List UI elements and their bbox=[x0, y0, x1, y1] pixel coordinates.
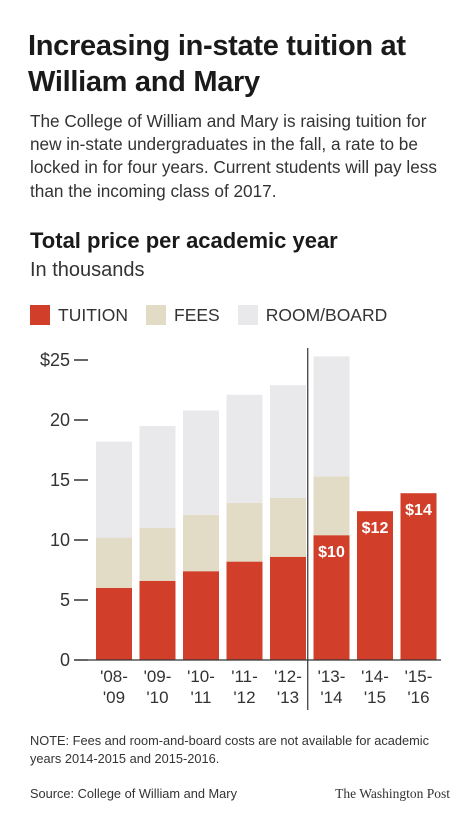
y-tick-label: 0 bbox=[60, 650, 70, 670]
bar-chart: 0 5 10 15 20 $25 '08-'09 '09-'10 '10-'11 '11-'12 '… bbox=[40, 348, 441, 710]
source: Source: College of William and Mary bbox=[30, 786, 237, 801]
dek-text: The College of William and Mary is raisi… bbox=[30, 111, 437, 201]
y-tick-label: 5 bbox=[60, 590, 70, 610]
bar-room-board-2 bbox=[183, 410, 219, 515]
bar-fees-0 bbox=[96, 537, 132, 588]
legend-swatch-tuition bbox=[30, 305, 50, 325]
bar-tuition-0 bbox=[96, 588, 132, 660]
legend-swatch-room-board bbox=[237, 305, 258, 325]
note: NOTE: Fees and room-and-board costs are … bbox=[30, 733, 430, 766]
bar-tuition-7 bbox=[400, 493, 437, 660]
data-label: $14 bbox=[405, 502, 432, 519]
x-tick-label: '13-'14 bbox=[318, 667, 346, 707]
chart-title: Total price per academic year bbox=[30, 228, 338, 253]
legend-item-tuition: TUITION bbox=[30, 305, 128, 326]
legend-label-tuition: TUITION bbox=[58, 304, 128, 325]
legend-label-fees: FEES bbox=[174, 304, 220, 325]
bar-room-board-0 bbox=[96, 441, 132, 538]
legend: TUITION FEES ROOM/BOARD bbox=[30, 302, 405, 328]
credit: The Washington Post bbox=[335, 786, 450, 801]
legend-item-room-board: ROOM/BOARD bbox=[237, 304, 388, 326]
x-tick-label: '12-'13 bbox=[274, 667, 302, 707]
data-label: $10 bbox=[318, 544, 345, 561]
legend-label-room-board: ROOM/BOARD bbox=[265, 304, 388, 325]
bar-fees-2 bbox=[183, 514, 219, 572]
headline: Increasing in-state tuition at William a… bbox=[28, 30, 406, 98]
y-tick-label: 15 bbox=[50, 470, 70, 490]
bar-room-board-5 bbox=[313, 356, 350, 477]
bar-tuition-2 bbox=[183, 571, 219, 660]
bar-fees-4 bbox=[270, 498, 306, 557]
y-tick-label: 10 bbox=[50, 530, 70, 550]
y-tick-label: $25 bbox=[40, 350, 70, 370]
x-tick-label: '14-'15 bbox=[361, 667, 389, 707]
bar-fees-3 bbox=[226, 502, 263, 562]
x-tick-label: '11-'12 bbox=[231, 667, 258, 707]
legend-item-fees: FEES bbox=[146, 305, 220, 326]
bar-tuition-4 bbox=[270, 556, 306, 660]
bar-fees-1 bbox=[139, 528, 176, 581]
bar-room-board-4 bbox=[270, 385, 306, 498]
bar-room-board-3 bbox=[226, 394, 263, 503]
x-tick-label: '10-'11 bbox=[187, 667, 215, 707]
bar-tuition-3 bbox=[226, 561, 263, 660]
bar-tuition-5 bbox=[313, 535, 350, 660]
bar-tuition-6 bbox=[357, 511, 393, 660]
data-label: $12 bbox=[362, 520, 389, 537]
y-tick-label: 20 bbox=[50, 410, 70, 430]
legend-swatch-fees bbox=[146, 305, 166, 325]
x-tick-label: '08-'09 bbox=[100, 667, 128, 707]
x-tick-label: '15-'16 bbox=[405, 667, 433, 707]
bar-room-board-1 bbox=[139, 426, 176, 528]
chart-subtitle: In thousands bbox=[30, 259, 145, 281]
x-tick-label: '09-'10 bbox=[144, 667, 172, 707]
bar-tuition-1 bbox=[139, 580, 176, 660]
bar-fees-5 bbox=[313, 476, 350, 536]
